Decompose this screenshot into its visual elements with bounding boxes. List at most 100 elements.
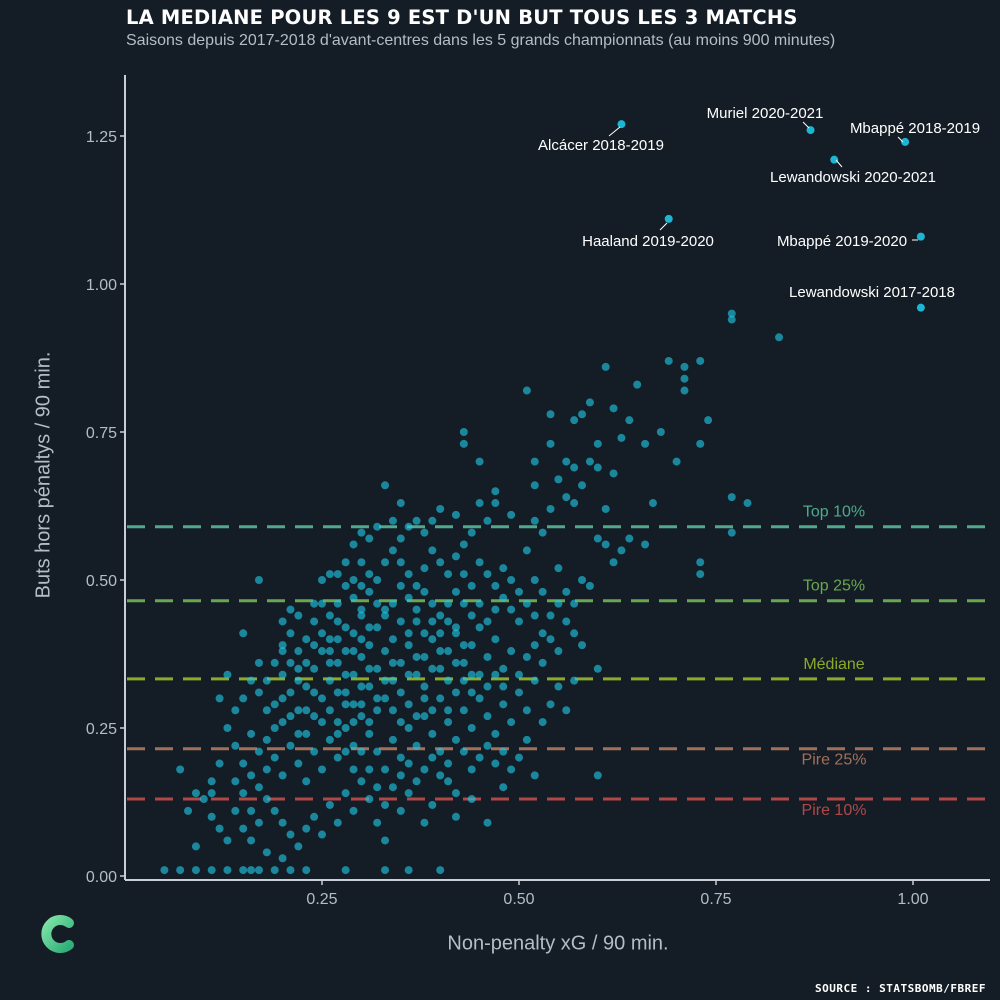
data-point bbox=[254, 658, 263, 667]
data-point bbox=[696, 439, 705, 448]
data-point bbox=[491, 581, 500, 590]
data-point bbox=[191, 842, 200, 851]
x-tick-label: 0.25 bbox=[306, 891, 337, 908]
annotated-point bbox=[916, 303, 925, 312]
data-point bbox=[538, 587, 547, 596]
data-point bbox=[302, 824, 311, 833]
data-point bbox=[436, 664, 445, 673]
data-point bbox=[381, 605, 390, 614]
data-point bbox=[333, 688, 342, 697]
annotated-point bbox=[664, 214, 673, 223]
data-point bbox=[617, 433, 626, 442]
data-point bbox=[262, 676, 271, 685]
data-point bbox=[302, 729, 311, 738]
data-point bbox=[648, 499, 657, 508]
x-tick-label: 0.75 bbox=[700, 891, 731, 908]
data-point bbox=[483, 617, 492, 626]
data-point bbox=[239, 759, 248, 768]
data-point bbox=[357, 700, 366, 709]
data-point bbox=[396, 806, 405, 815]
data-point bbox=[593, 534, 602, 543]
data-point bbox=[593, 463, 602, 472]
data-point bbox=[727, 528, 736, 537]
data-point bbox=[365, 641, 374, 650]
data-point bbox=[396, 617, 405, 626]
data-point bbox=[491, 670, 500, 679]
data-point bbox=[357, 528, 366, 537]
data-point bbox=[396, 658, 405, 667]
data-point bbox=[207, 812, 216, 821]
data-point bbox=[262, 735, 271, 744]
data-point bbox=[341, 724, 350, 732]
data-point bbox=[396, 534, 405, 543]
data-point bbox=[278, 771, 287, 780]
data-point bbox=[388, 546, 397, 555]
data-point bbox=[310, 712, 319, 721]
data-point bbox=[325, 676, 334, 685]
data-point bbox=[420, 587, 429, 596]
data-point bbox=[680, 374, 689, 383]
data-point bbox=[357, 682, 366, 691]
data-point bbox=[294, 706, 303, 715]
data-point bbox=[365, 718, 374, 727]
data-point bbox=[585, 457, 594, 466]
data-point bbox=[247, 771, 256, 780]
data-point bbox=[522, 546, 531, 555]
data-point bbox=[294, 729, 303, 738]
data-point bbox=[302, 682, 311, 691]
data-point bbox=[318, 599, 326, 608]
data-point bbox=[475, 623, 484, 632]
data-point bbox=[412, 712, 421, 721]
data-point bbox=[428, 617, 437, 626]
data-point bbox=[286, 629, 295, 638]
data-point bbox=[404, 866, 413, 875]
data-point bbox=[515, 670, 523, 679]
data-point bbox=[562, 617, 571, 626]
data-point bbox=[412, 741, 421, 750]
data-point bbox=[357, 777, 366, 786]
data-point bbox=[325, 658, 334, 667]
data-point bbox=[365, 795, 374, 804]
data-point bbox=[727, 315, 736, 324]
data-point bbox=[436, 558, 445, 567]
data-point bbox=[254, 576, 263, 584]
data-point bbox=[404, 670, 413, 679]
data-point bbox=[680, 386, 689, 395]
data-point bbox=[404, 724, 413, 732]
data-point bbox=[609, 469, 618, 478]
data-point bbox=[570, 499, 579, 508]
data-point bbox=[491, 605, 500, 614]
data-point bbox=[349, 700, 358, 709]
data-point bbox=[507, 647, 516, 656]
data-point bbox=[294, 664, 303, 673]
data-point bbox=[388, 658, 397, 667]
data-point bbox=[467, 611, 476, 620]
data-point bbox=[570, 676, 579, 685]
data-point bbox=[420, 694, 429, 703]
data-point bbox=[491, 487, 500, 496]
data-point bbox=[404, 700, 413, 709]
data-point bbox=[404, 593, 413, 602]
data-point bbox=[404, 759, 413, 768]
annotation-connector bbox=[802, 121, 810, 129]
data-point bbox=[696, 356, 705, 365]
data-point bbox=[325, 647, 334, 656]
data-point bbox=[578, 481, 587, 490]
data-point bbox=[388, 735, 397, 744]
data-point bbox=[373, 599, 382, 608]
data-point bbox=[459, 706, 468, 715]
data-point bbox=[656, 428, 665, 436]
data-point bbox=[341, 558, 350, 567]
data-point bbox=[388, 635, 397, 644]
data-point bbox=[184, 806, 193, 815]
data-point bbox=[467, 670, 476, 679]
data-point bbox=[247, 729, 256, 738]
data-point bbox=[562, 493, 571, 502]
data-point bbox=[270, 753, 279, 762]
data-point bbox=[459, 747, 468, 756]
data-point bbox=[420, 682, 429, 691]
data-point bbox=[522, 652, 531, 661]
data-point bbox=[365, 664, 374, 673]
data-point bbox=[365, 570, 374, 579]
annotation-connector bbox=[608, 126, 621, 137]
